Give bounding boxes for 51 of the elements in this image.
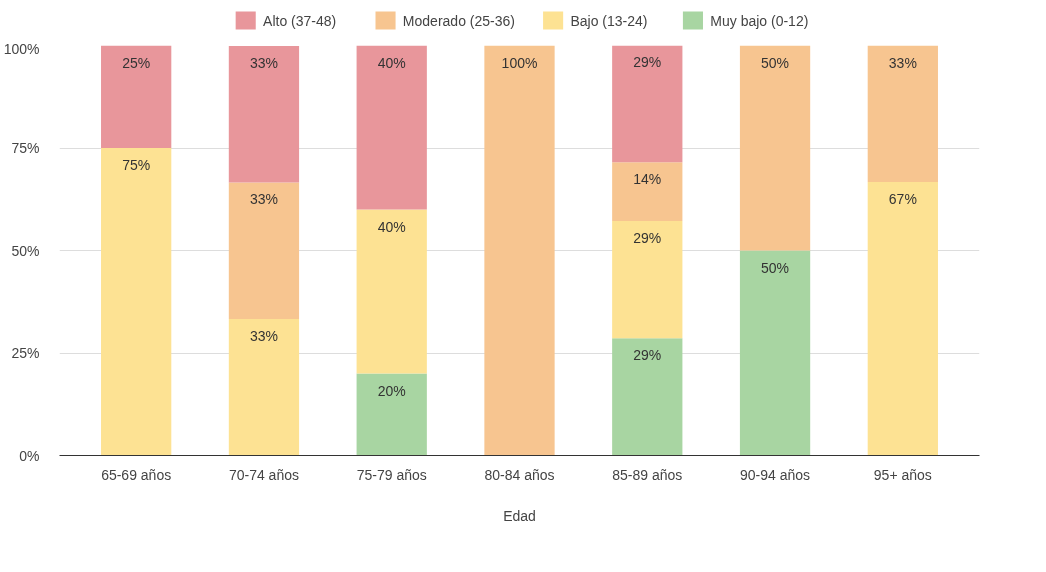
bar xyxy=(612,45,683,163)
y-tick-label: 50% xyxy=(11,242,40,259)
bar xyxy=(228,45,300,183)
x-axis-title: Edad xyxy=(503,507,536,524)
bar xyxy=(612,220,683,339)
data-label: 33% xyxy=(249,191,278,208)
data-label: 100% xyxy=(501,54,538,71)
y-tick-label: 25% xyxy=(11,345,40,361)
data-label: 29% xyxy=(633,229,662,246)
bar xyxy=(356,373,427,456)
y-tick-label: 0% xyxy=(19,447,40,464)
legend-label: Bajo (13-24) xyxy=(570,12,648,29)
x-tick-label: 95+ años xyxy=(873,466,932,483)
bar xyxy=(739,250,811,456)
bar xyxy=(739,45,811,251)
data-label: 40% xyxy=(377,54,406,71)
bar xyxy=(356,45,427,210)
x-tick-label: 85-89 años xyxy=(612,466,683,483)
bar xyxy=(867,182,938,456)
data-label: 29% xyxy=(633,347,662,364)
bar xyxy=(101,45,172,148)
bar xyxy=(356,209,427,374)
bar xyxy=(612,162,683,221)
data-label: 50% xyxy=(761,54,790,71)
data-label: 67% xyxy=(888,191,917,208)
data-label: 33% xyxy=(249,54,278,71)
x-tick-label: 80-84 años xyxy=(484,466,555,483)
data-label: 29% xyxy=(633,54,662,71)
data-label: 25% xyxy=(122,54,151,71)
data-label: 33% xyxy=(888,54,917,71)
bar xyxy=(612,338,683,456)
legend-label: Alto (37-48) xyxy=(263,12,337,29)
data-label: 50% xyxy=(761,259,790,276)
legend-label: Muy bajo (0-12) xyxy=(710,12,809,29)
bar xyxy=(484,45,555,456)
x-tick-label: 70-74 años xyxy=(228,466,299,483)
bar xyxy=(101,148,172,456)
data-label: 20% xyxy=(377,382,406,399)
bar xyxy=(867,45,938,183)
legend-label: Moderado (25-36) xyxy=(402,12,515,29)
data-label: 14% xyxy=(633,171,662,188)
data-label: 75% xyxy=(122,157,151,173)
data-label: 40% xyxy=(377,218,406,235)
y-tick-label: 75% xyxy=(11,140,40,156)
bar xyxy=(228,318,300,456)
data-label: 33% xyxy=(249,327,278,344)
x-tick-label: 90-94 años xyxy=(740,466,811,483)
x-tick-label: 75-79 años xyxy=(356,466,427,483)
bar xyxy=(228,182,300,319)
x-tick-label: 65-69 años xyxy=(101,466,172,483)
y-tick-label: 100% xyxy=(3,40,40,57)
